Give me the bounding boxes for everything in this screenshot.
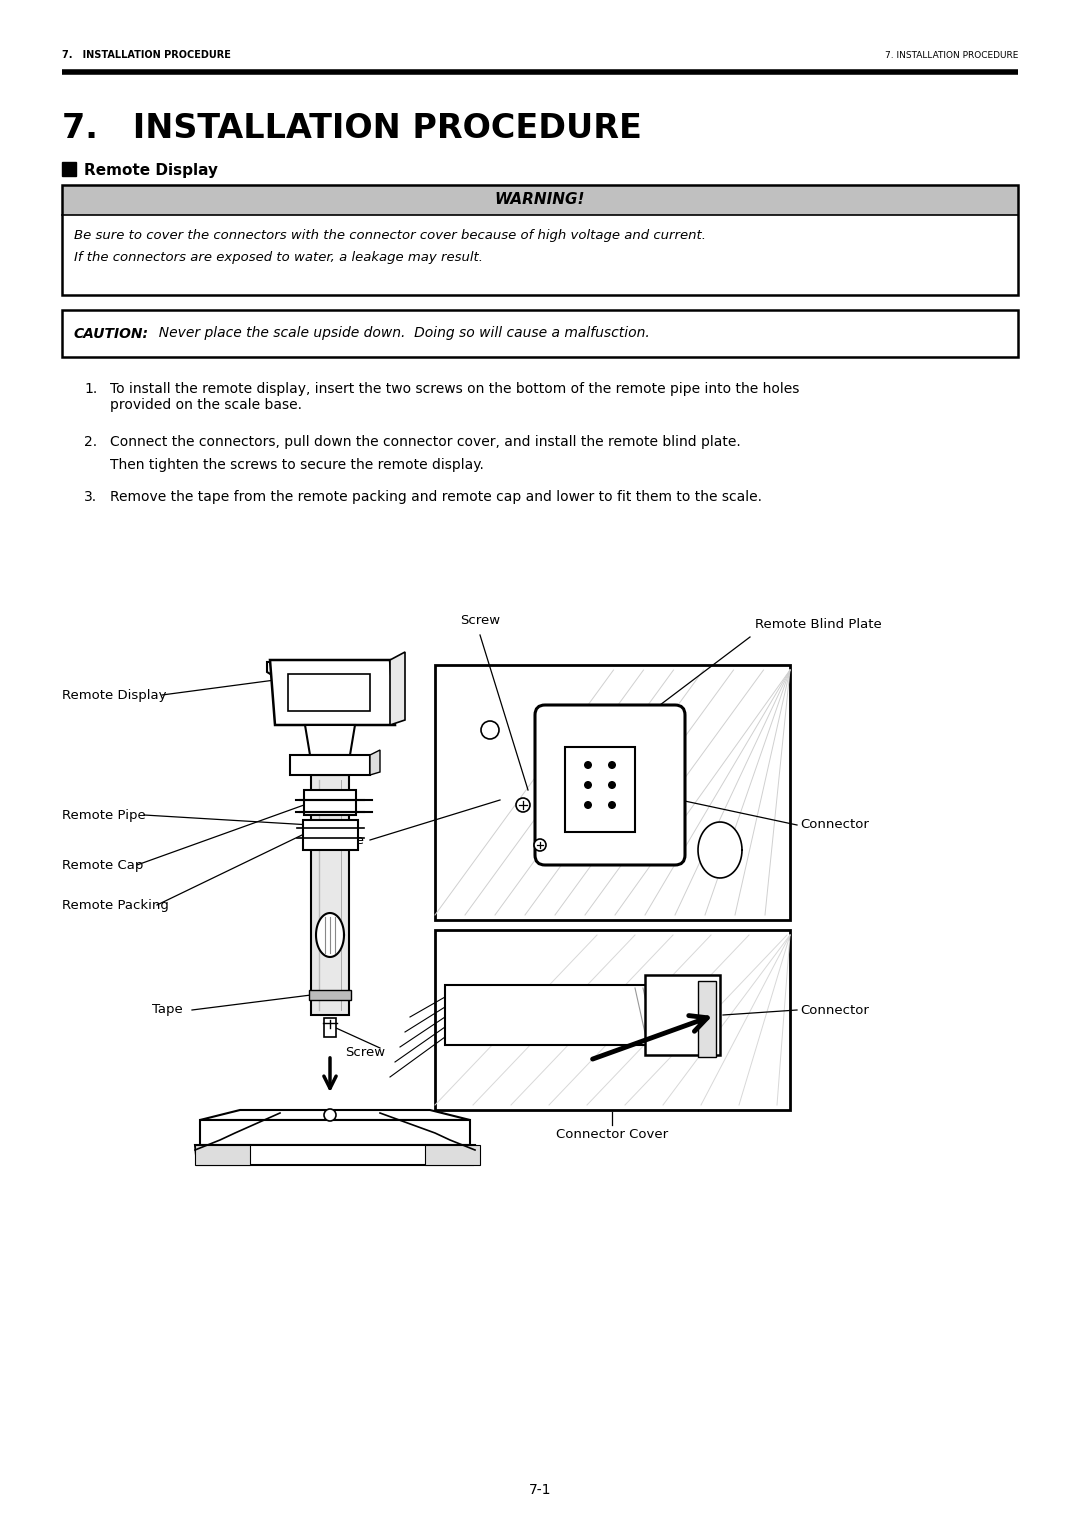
Polygon shape (270, 660, 395, 724)
Text: Screw: Screw (345, 1046, 386, 1060)
Text: Remote Cap: Remote Cap (62, 859, 144, 871)
Circle shape (584, 781, 592, 788)
Polygon shape (390, 653, 405, 724)
Polygon shape (305, 724, 355, 755)
Text: WARNING!: WARNING! (495, 192, 585, 207)
Text: 7.   INSTALLATION PROCEDURE: 7. INSTALLATION PROCEDURE (62, 50, 231, 59)
Bar (311, 775, 349, 1016)
Circle shape (584, 801, 592, 808)
Polygon shape (267, 662, 393, 682)
Circle shape (608, 761, 616, 769)
Text: CAUTION:: CAUTION: (75, 326, 149, 340)
Text: 7-1: 7-1 (529, 1482, 551, 1498)
Bar (288, 674, 370, 711)
Text: Remote Display: Remote Display (62, 688, 166, 702)
Text: Remove the tape from the remote packing and remote cap and lower to fit them to : Remove the tape from the remote packing … (110, 490, 762, 503)
FancyBboxPatch shape (535, 705, 685, 865)
Bar (426, 1145, 480, 1165)
Bar (565, 747, 635, 833)
Text: To install the remote display, insert the two screws on the bottom of the remote: To install the remote display, insert th… (110, 381, 799, 412)
Bar (195, 1145, 249, 1165)
Bar (303, 790, 356, 814)
Bar (62, 185, 1018, 294)
Text: 7.   INSTALLATION PROCEDURE: 7. INSTALLATION PROCEDURE (62, 111, 642, 145)
Text: Remote Pipe: Remote Pipe (62, 808, 146, 822)
Bar (324, 1019, 336, 1037)
Bar (698, 981, 716, 1057)
Text: Remote Display: Remote Display (84, 163, 218, 178)
Bar (62, 310, 1018, 357)
Polygon shape (698, 822, 742, 878)
Bar (435, 930, 789, 1110)
Text: Hole: Hole (335, 834, 365, 846)
Circle shape (324, 1109, 336, 1121)
Bar (62, 185, 1018, 215)
Text: 7. INSTALLATION PROCEDURE: 7. INSTALLATION PROCEDURE (885, 50, 1018, 59)
Bar (62, 162, 76, 175)
Bar (303, 820, 357, 849)
Circle shape (516, 798, 530, 811)
Bar (309, 990, 351, 1000)
Text: Connector: Connector (800, 1003, 869, 1017)
Polygon shape (445, 985, 650, 1045)
Text: Then tighten the screws to secure the remote display.: Then tighten the screws to secure the re… (110, 458, 484, 473)
Circle shape (481, 721, 499, 740)
Bar (645, 974, 720, 1055)
Bar (291, 755, 370, 775)
Polygon shape (195, 1145, 475, 1165)
Polygon shape (200, 1119, 470, 1145)
Text: Connector Cover: Connector Cover (556, 1128, 669, 1142)
Circle shape (608, 781, 616, 788)
Polygon shape (370, 750, 380, 775)
Circle shape (534, 839, 546, 851)
Bar (435, 665, 789, 920)
Text: 1.: 1. (84, 381, 97, 396)
Text: Remote Packing: Remote Packing (62, 898, 168, 912)
Text: 2.: 2. (84, 435, 97, 448)
Text: Remote Blind Plate: Remote Blind Plate (755, 619, 881, 631)
Polygon shape (200, 1110, 470, 1119)
Text: Be sure to cover the connectors with the connector cover because of high voltage: Be sure to cover the connectors with the… (75, 229, 706, 242)
Text: 3.: 3. (84, 490, 97, 503)
Text: Never place the scale upside down.  Doing so will cause a malfusction.: Never place the scale upside down. Doing… (150, 326, 650, 340)
Text: Screw: Screw (460, 613, 500, 627)
Text: If the connectors are exposed to water, a leakage may result.: If the connectors are exposed to water, … (75, 252, 483, 264)
Circle shape (608, 801, 616, 808)
Polygon shape (316, 913, 345, 958)
Text: Connector: Connector (800, 819, 869, 831)
Text: Connect the connectors, pull down the connector cover, and install the remote bl: Connect the connectors, pull down the co… (110, 435, 741, 448)
Circle shape (584, 761, 592, 769)
Text: Tape: Tape (152, 1003, 183, 1017)
